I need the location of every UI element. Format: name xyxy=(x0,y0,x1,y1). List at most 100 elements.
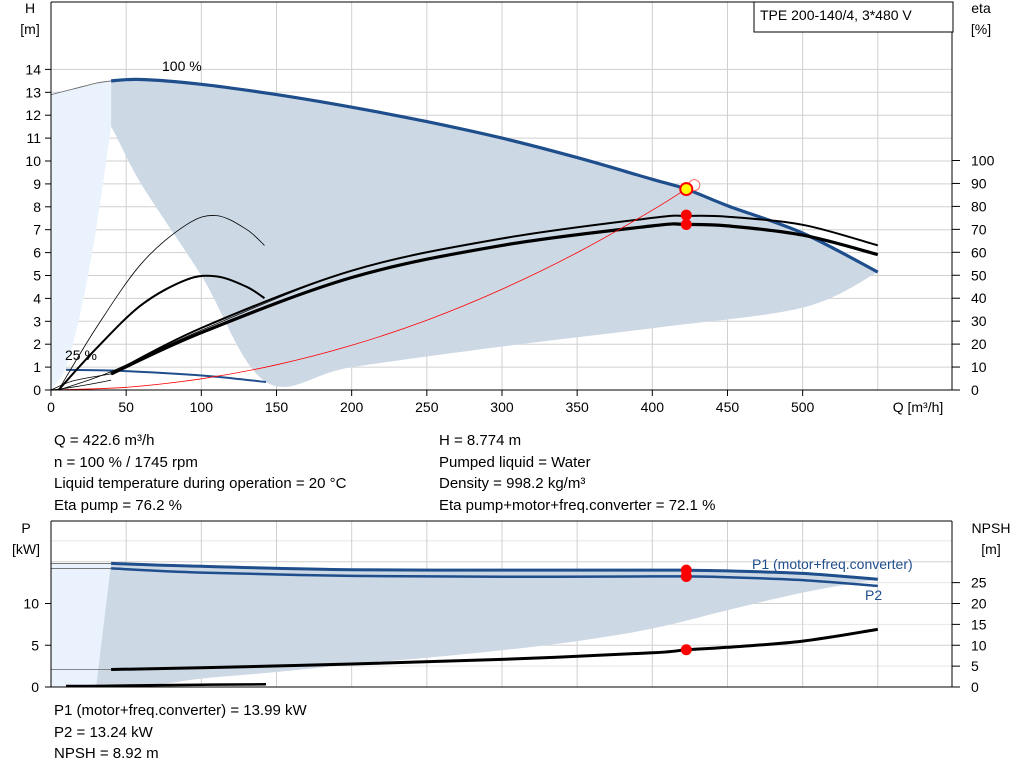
info-eta-pump: Eta pump = 76.2 % xyxy=(54,496,182,514)
y-tick-label-right: 20 xyxy=(971,596,987,612)
top-chart-axes: 0123456789101112131401020304050607080901… xyxy=(25,1,995,415)
eta-pump-marker xyxy=(680,209,692,221)
npsh-marker xyxy=(680,644,692,656)
y-tick-label-right: 40 xyxy=(971,290,987,306)
y-tick-label-left: 0 xyxy=(31,679,39,695)
y-tick-label-left: 13 xyxy=(25,84,41,100)
bottom-chart-envelope xyxy=(51,563,878,688)
y-tick-label-right: 10 xyxy=(971,359,987,375)
y-tick-label-left: 6 xyxy=(33,245,41,261)
top-y-label-right-2: [%] xyxy=(971,21,991,37)
duty-point-marker xyxy=(679,182,694,197)
x-tick-label: 250 xyxy=(415,399,439,415)
info-temperature: Liquid temperature during operation = 20… xyxy=(54,475,347,492)
y-tick-label-right: 60 xyxy=(971,244,987,260)
y-tick-label-right: 0 xyxy=(971,679,979,695)
curve-eta-25-lower xyxy=(57,274,266,391)
y-tick-label-right: 80 xyxy=(971,198,987,214)
speed-label-100: 100 % xyxy=(162,58,202,74)
info-flow: Q = 422.6 m³/h xyxy=(54,432,155,449)
bottom-y-label-right-2: [m] xyxy=(981,541,1000,557)
curve-head-extension xyxy=(50,80,112,95)
y-tick-label-left: 2 xyxy=(33,336,41,352)
curve-eta-25-upper xyxy=(58,215,265,391)
y-tick-label-right: 25 xyxy=(971,575,987,591)
y-tick-label-left: 5 xyxy=(31,637,39,653)
info-p2: P2 = 13.24 kW xyxy=(54,723,153,741)
bottom-chart-markers xyxy=(680,564,692,656)
y-tick-label-right: 10 xyxy=(971,637,987,653)
curve-head-25 xyxy=(65,368,267,383)
x-tick-label: 100 xyxy=(190,399,214,415)
operating-range-area xyxy=(96,563,878,688)
bottom-y-label-right-1: NPSH xyxy=(972,520,1011,536)
speed-label-25: 25 % xyxy=(65,347,97,363)
y-tick-label-right: 30 xyxy=(971,313,987,329)
eta-total-marker xyxy=(680,219,692,231)
y-tick-label-left: 10 xyxy=(25,153,41,169)
info-left-column: Q = 422.6 m³/h n = 100 % / 1745 rpm Liqu… xyxy=(54,430,346,516)
bottom-chart-curves xyxy=(51,561,879,688)
low-speed-area xyxy=(51,563,112,687)
info-head: H = 8.774 m xyxy=(439,432,522,449)
x-tick-label: 450 xyxy=(716,399,740,415)
curve-system-curve xyxy=(50,181,698,391)
y-tick-label-right: 50 xyxy=(971,267,987,283)
top-y-label-left-1: H xyxy=(25,0,35,16)
legend-p1: P1 (motor+freq.converter) xyxy=(752,556,913,572)
top-chart-markers xyxy=(679,179,701,231)
top-chart-curves xyxy=(50,77,879,391)
y-tick-label-right: 5 xyxy=(971,658,979,674)
y-tick-label-left: 0 xyxy=(33,382,41,398)
bottom-y-label-left-2: [kW] xyxy=(12,541,40,557)
info-density: Density = 998.2 kg/m³ xyxy=(439,475,586,492)
chart-title: TPE 200-140/4, 3*480 V xyxy=(760,7,912,23)
y-tick-label-left: 7 xyxy=(33,222,41,238)
y-tick-label-right: 90 xyxy=(971,175,987,191)
info-right-column: H = 8.774 m Pumped liquid = Water Densit… xyxy=(439,430,715,516)
bottom-y-label-left-1: P xyxy=(21,520,30,536)
y-tick-label-right: 15 xyxy=(971,616,987,632)
curve-eta-100-lower xyxy=(110,222,879,376)
info-npsh: NPSH = 8.92 m xyxy=(54,745,159,762)
curve-p1 xyxy=(111,561,878,581)
y-tick-label-left: 8 xyxy=(33,199,41,215)
x-tick-label: 500 xyxy=(791,399,815,415)
top-y-label-left-2: [m] xyxy=(20,21,39,37)
curve-npsh xyxy=(111,627,879,671)
y-tick-label-left: 12 xyxy=(25,107,41,123)
x-tick-label: 50 xyxy=(118,399,134,415)
bottom-chart-axes: 0 5 10 0 5 10 15 20 25 xyxy=(23,520,987,695)
y-tick-label-left: 1 xyxy=(33,359,41,375)
chart-title-box: TPE 200-140/4, 3*480 V xyxy=(753,1,954,33)
info-p1: P1 (motor+freq.converter) = 13.99 kW xyxy=(54,702,307,719)
curve-eta-fan-a xyxy=(58,215,687,391)
x-tick-label: 150 xyxy=(265,399,289,415)
p2-marker xyxy=(680,570,692,582)
y-tick-label-right: 100 xyxy=(971,153,995,169)
curve-head-100 xyxy=(110,77,879,274)
y-tick-label-left: 3 xyxy=(33,313,41,329)
low-speed-area xyxy=(51,80,112,390)
y-tick-label-left: 9 xyxy=(33,176,41,192)
x-tick-label: 0 xyxy=(47,399,55,415)
y-tick-label-left: 4 xyxy=(33,290,41,306)
curve-npsh-25 xyxy=(65,683,267,688)
top-x-label: Q [m³/h] xyxy=(893,399,944,415)
y-tick-label-right: 20 xyxy=(971,336,987,352)
y-tick-label-left: 10 xyxy=(23,596,39,612)
x-tick-label: 300 xyxy=(490,399,514,415)
curve-eta-origin-a xyxy=(50,379,112,391)
x-tick-label: 350 xyxy=(565,399,589,415)
y-tick-label-right: 0 xyxy=(971,382,979,398)
y-tick-label-left: 5 xyxy=(33,268,41,284)
info-eta-total: Eta pump+motor+freq.converter = 72.1 % xyxy=(439,496,716,514)
info-liquid: Pumped liquid = Water xyxy=(439,453,591,471)
curve-eta-origin-b xyxy=(50,373,112,391)
x-tick-label: 200 xyxy=(340,399,364,415)
info-bottom-column: P1 (motor+freq.converter) = 13.99 kW P2 … xyxy=(54,700,307,765)
x-tick-label: 400 xyxy=(641,399,665,415)
top-y-label-right-1: eta xyxy=(971,0,991,16)
y-tick-label-right: 70 xyxy=(971,221,987,237)
